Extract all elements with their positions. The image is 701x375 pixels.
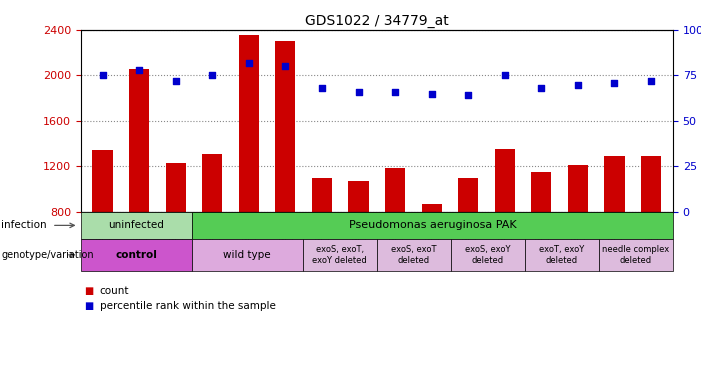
Point	[499, 72, 510, 78]
Bar	[604, 156, 625, 212]
Point	[316, 85, 327, 91]
Bar	[421, 204, 442, 212]
Bar	[165, 163, 186, 212]
Point	[207, 72, 218, 78]
Bar	[93, 150, 113, 212]
Point	[609, 80, 620, 86]
Bar	[202, 154, 222, 212]
Point	[463, 93, 474, 99]
Text: exoS, exoT
deleted: exoS, exoT deleted	[391, 245, 437, 264]
Text: infection: infection	[1, 220, 47, 230]
Point	[170, 78, 182, 84]
Title: GDS1022 / 34779_at: GDS1022 / 34779_at	[305, 13, 449, 28]
Text: ■: ■	[84, 302, 93, 311]
Bar	[239, 34, 259, 212]
Text: genotype/variation: genotype/variation	[1, 250, 94, 260]
Bar	[495, 149, 515, 212]
Point	[97, 72, 108, 78]
Bar	[275, 41, 295, 212]
Point	[353, 89, 364, 95]
Text: exoS, exoY
deleted: exoS, exoY deleted	[465, 245, 510, 264]
Bar	[348, 181, 369, 212]
Bar	[129, 69, 149, 212]
Text: percentile rank within the sample: percentile rank within the sample	[100, 302, 275, 311]
Bar	[312, 178, 332, 212]
Point	[243, 60, 254, 66]
Text: control: control	[115, 250, 157, 260]
Text: count: count	[100, 286, 129, 296]
Point	[133, 67, 144, 73]
Point	[280, 63, 291, 69]
Text: uninfected: uninfected	[108, 220, 164, 230]
Point	[390, 89, 401, 95]
Text: ■: ■	[84, 286, 93, 296]
Point	[646, 78, 657, 84]
Point	[536, 85, 547, 91]
Text: needle complex
deleted: needle complex deleted	[602, 245, 669, 264]
Bar	[568, 165, 588, 212]
Point	[426, 91, 437, 97]
Text: wild type: wild type	[224, 250, 271, 260]
Text: exoT, exoY
deleted: exoT, exoY deleted	[539, 245, 585, 264]
Bar	[641, 156, 661, 212]
Text: exoS, exoT,
exoY deleted: exoS, exoT, exoY deleted	[313, 245, 367, 264]
Point	[572, 82, 583, 88]
Text: Pseudomonas aeruginosa PAK: Pseudomonas aeruginosa PAK	[348, 220, 516, 230]
Bar	[458, 178, 478, 212]
Bar	[385, 168, 405, 212]
Bar	[531, 171, 552, 212]
